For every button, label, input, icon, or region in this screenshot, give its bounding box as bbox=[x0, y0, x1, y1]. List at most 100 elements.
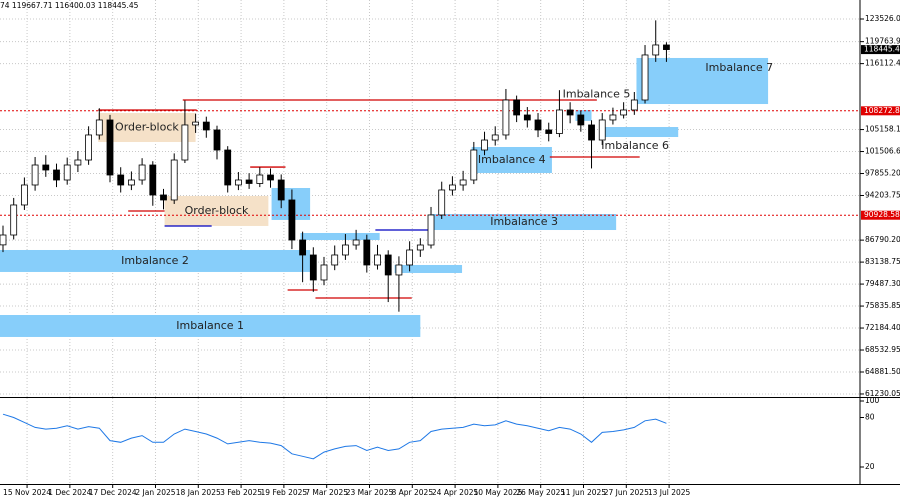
header-ohlc: 74 119667.71 116400.03 118445.45 bbox=[0, 1, 139, 10]
x-tick-label: 15 Nov 2024 bbox=[3, 488, 51, 497]
candle-body bbox=[85, 134, 93, 161]
candle-body bbox=[288, 199, 296, 241]
y-tick-label: 123526.00 bbox=[865, 14, 900, 23]
zone bbox=[0, 249, 311, 272]
candle-body bbox=[149, 164, 157, 196]
x-tick-label: 11 Jun 2025 bbox=[561, 488, 606, 497]
candle-body bbox=[224, 149, 232, 186]
y-tick-label: 61230.05 bbox=[865, 389, 900, 398]
candle-body bbox=[202, 121, 210, 131]
candle-body bbox=[502, 99, 510, 136]
zone-label: Imbalance 1 bbox=[176, 319, 244, 332]
zone-label: Order-block bbox=[115, 121, 179, 134]
candle-body bbox=[20, 184, 28, 206]
y-tick-label: 75835.85 bbox=[865, 301, 900, 310]
candle-body bbox=[0, 234, 7, 246]
candle-body bbox=[256, 174, 264, 184]
y-tick-label: 119763.90 bbox=[865, 37, 900, 46]
candle-body bbox=[213, 129, 221, 151]
zone bbox=[98, 112, 196, 143]
zone bbox=[432, 213, 617, 231]
candle-body bbox=[299, 239, 307, 256]
zone bbox=[0, 315, 421, 337]
candle-body bbox=[117, 174, 125, 186]
x-tick-label: 3 Feb 2025 bbox=[220, 488, 262, 497]
candle-body bbox=[620, 109, 628, 116]
y-tick-label: 20 bbox=[865, 462, 875, 471]
candle-body bbox=[74, 159, 82, 166]
candle-body bbox=[545, 129, 553, 134]
candle-body bbox=[384, 254, 392, 276]
candle-body bbox=[342, 244, 349, 256]
zone-label: Imbalance 6 bbox=[601, 139, 669, 152]
zone bbox=[164, 196, 269, 226]
x-tick-label: 13 Jul 2025 bbox=[648, 488, 691, 497]
zone-label: Imbalance 3 bbox=[490, 215, 558, 228]
zone-label: Imbalance 4 bbox=[478, 153, 546, 166]
candle-body bbox=[235, 179, 242, 186]
candle-body bbox=[652, 44, 660, 56]
x-tick-label: 19 Feb 2025 bbox=[261, 488, 308, 497]
candle-body bbox=[352, 239, 360, 246]
candle-body bbox=[481, 139, 488, 151]
x-tick-label: 18 Jan 2025 bbox=[176, 488, 221, 497]
candle-body bbox=[320, 264, 328, 281]
candle-body bbox=[566, 109, 574, 116]
candle-body bbox=[395, 264, 403, 276]
y-tick-label: 72184.40 bbox=[865, 323, 900, 332]
candle-body bbox=[267, 174, 274, 181]
candle-body bbox=[523, 114, 531, 121]
price-label: 118445.45 bbox=[864, 45, 900, 54]
candle-body bbox=[556, 109, 563, 134]
y-tick-label: 116112.45 bbox=[865, 59, 900, 68]
candle-body bbox=[534, 119, 542, 131]
zone bbox=[300, 232, 380, 241]
candle-body bbox=[95, 119, 103, 136]
x-tick-label: 1 Dec 2024 bbox=[48, 488, 91, 497]
candle-body bbox=[363, 239, 371, 266]
candle-body bbox=[53, 169, 60, 181]
x-tick-label: 10 May 2025 bbox=[473, 488, 522, 497]
x-tick-label: 27 Jun 2025 bbox=[604, 488, 649, 497]
x-tick-label: 26 May 2025 bbox=[516, 488, 565, 497]
zone bbox=[636, 57, 769, 105]
candle-body bbox=[106, 119, 114, 176]
y-tick-label: 105158.10 bbox=[865, 125, 900, 134]
candle-body bbox=[192, 121, 200, 126]
candle-body bbox=[160, 194, 167, 201]
candle-body bbox=[459, 179, 467, 186]
y-tick-label: 68532.95 bbox=[865, 345, 900, 354]
candle-body bbox=[427, 214, 435, 246]
x-tick-label: 8 Apr 2025 bbox=[391, 488, 433, 497]
price-label: 108272.88 bbox=[864, 106, 900, 115]
price-label-box bbox=[861, 45, 900, 55]
candle-body bbox=[63, 164, 71, 181]
candle-body bbox=[641, 54, 649, 101]
candle-body bbox=[31, 164, 39, 186]
candle-body bbox=[438, 189, 446, 216]
x-tick-label: 17 Dec 2024 bbox=[89, 488, 137, 497]
candle-body bbox=[42, 164, 50, 171]
candle-body bbox=[491, 134, 499, 141]
candle-body bbox=[331, 254, 339, 266]
candle-body bbox=[416, 244, 424, 251]
y-tick-label: 86790.20 bbox=[865, 235, 900, 244]
x-tick-label: 23 Mar 2025 bbox=[346, 488, 394, 497]
candle-body bbox=[449, 184, 456, 191]
candle-body bbox=[513, 99, 521, 116]
y-tick-label: 83138.75 bbox=[865, 257, 900, 266]
zone-label: Imbalance 2 bbox=[121, 254, 189, 267]
candle-body bbox=[406, 249, 414, 266]
candle-body bbox=[309, 254, 317, 281]
zone-label: Order-block bbox=[185, 204, 249, 217]
zone bbox=[600, 127, 679, 138]
candle-body bbox=[609, 114, 617, 121]
zone bbox=[471, 147, 552, 174]
y-tick-label: 64881.50 bbox=[865, 367, 900, 376]
candle-body bbox=[577, 114, 585, 126]
candle-body bbox=[138, 164, 146, 181]
y-tick-label: 80 bbox=[865, 413, 875, 422]
zone-label: Imbalance 7 bbox=[705, 61, 773, 74]
candle-body bbox=[588, 124, 595, 141]
